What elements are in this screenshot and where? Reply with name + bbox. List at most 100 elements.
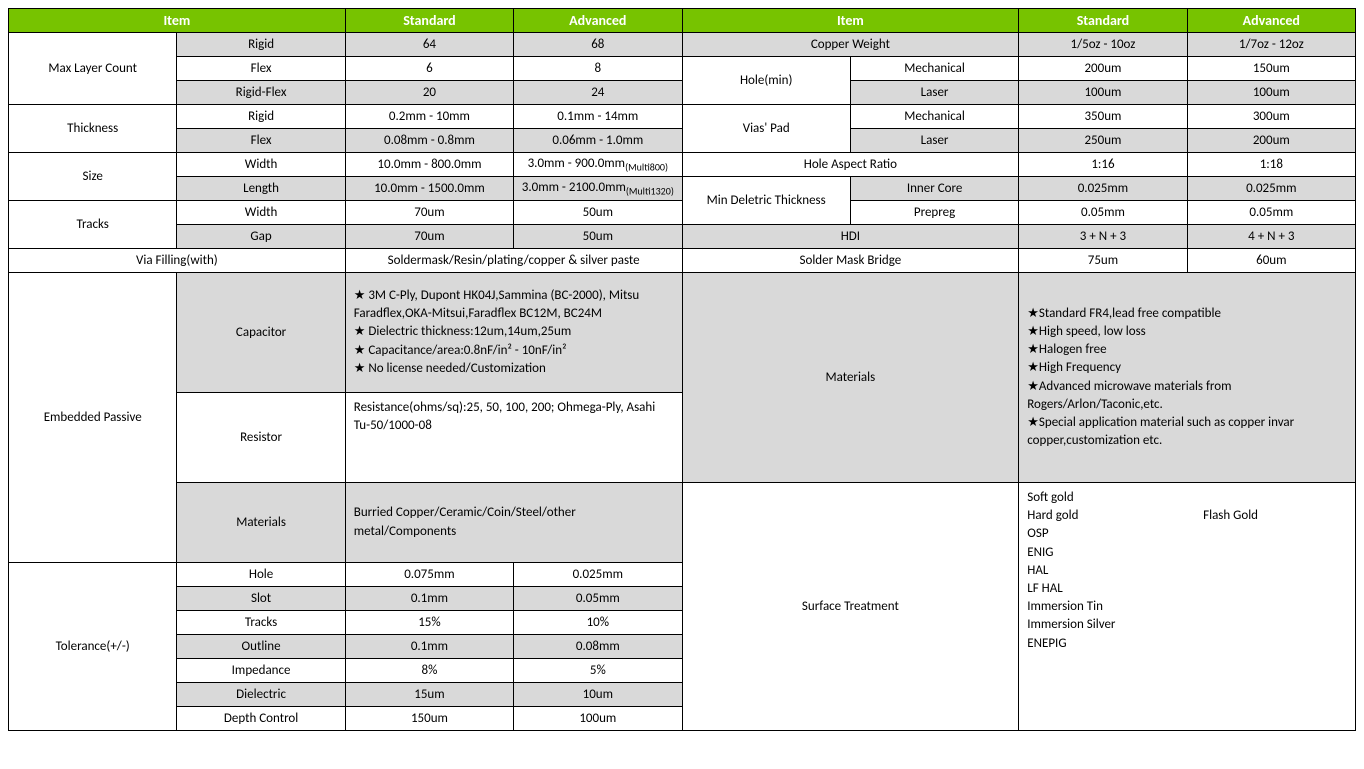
cell: Gap [177,225,345,249]
cell: Slot [177,587,345,611]
cell: Laser [850,129,1018,153]
hole-aspect-ratio-label: Hole Aspect Ratio [682,153,1019,177]
via-filling-label: Via Filling(with) [9,249,346,273]
cell: 0.025mm [1187,177,1355,201]
hdr-adv-left: Advanced [514,9,682,33]
cell: 1:16 [1019,153,1187,177]
cell: 10um [514,683,682,707]
cell: 0.2mm - 10mm [345,105,513,129]
table-row: Materials Burried Copper/Ceramic/Coin/St… [9,483,1356,563]
size-label: Size [9,153,177,201]
thickness-label: Thickness [9,105,177,153]
table-row: Flex 6 8 Hole(min) Mechanical 200um 150u… [9,57,1356,81]
cell: 1:18 [1187,153,1355,177]
table-row: Embedded Passive Capacitor ★ 3M C-Ply, D… [9,273,1356,393]
cell: Flex [177,57,345,81]
cell: Mechanical [850,57,1018,81]
cell: 0.1mm [345,587,513,611]
cell: Rigid-Flex [177,81,345,105]
cell: 8% [345,659,513,683]
hole-min-label: Hole(min) [682,57,850,105]
hdi-label: HDI [682,225,1019,249]
cell: Outline [177,635,345,659]
cell: 50um [514,225,682,249]
cell: 0.075mm [345,563,513,587]
cell: 10% [514,611,682,635]
materials-right-value: ★Standard FR4,lead free compatible★High … [1019,273,1356,483]
cell: Tracks [177,611,345,635]
table-row: Length 10.0mm - 1500.0mm 3.0mm - 2100.0m… [9,177,1356,201]
cell: Rigid [177,33,345,57]
cell: 15um [345,683,513,707]
embedded-passive-label: Embedded Passive [9,273,177,563]
cell: 100um [1187,81,1355,105]
cell: 8 [514,57,682,81]
cell: 70um [345,225,513,249]
resistor-sub: Resistor [177,393,345,483]
hdr-adv-right: Advanced [1187,9,1355,33]
cell: 250um [1019,129,1187,153]
cell: 20 [345,81,513,105]
min-deletric-label: Min Deletric Thickness [682,177,850,225]
cell: 0.08mm - 0.8mm [345,129,513,153]
cell: 100um [514,707,682,731]
cell: Hole [177,563,345,587]
cell: Rigid [177,105,345,129]
cell: 3 + N + 3 [1019,225,1187,249]
ep-materials-value: Burried Copper/Ceramic/Coin/Steel/other … [345,483,682,563]
table-row: Via Filling(with) Soldermask/Resin/plati… [9,249,1356,273]
cell: 70um [345,201,513,225]
cell: 1/7oz - 12oz [1187,33,1355,57]
cell: 10.0mm - 1500.0mm [345,177,513,201]
cell: Flex [177,129,345,153]
cell: 75um [1019,249,1187,273]
cell: 5% [514,659,682,683]
cell: 15% [345,611,513,635]
hdr-item-right: Item [682,9,1019,33]
cell: 0.06mm - 1.0mm [514,129,682,153]
copper-weight-label: Copper Weight [682,33,1019,57]
cell: Impedance [177,659,345,683]
vias-pad-label: Vias' Pad [682,105,850,153]
max-layer-count-label: Max Layer Count [9,33,177,105]
cell: 50um [514,201,682,225]
cell: Laser [850,81,1018,105]
cell: 0.05mm [514,587,682,611]
cell: 150um [1187,57,1355,81]
cell: Inner Core [850,177,1018,201]
cell: Depth Control [177,707,345,731]
cell: 6 [345,57,513,81]
cell: 0.08mm [514,635,682,659]
cell: 0.025mm [1019,177,1187,201]
cell: 64 [345,33,513,57]
materials-right-label: Materials [682,273,1019,483]
cell: Mechanical [850,105,1018,129]
cell-size-adv-0: 3.0mm - 900.0mm(Multi800) [514,153,682,177]
cell: 0.05mm [1019,201,1187,225]
hdr-std-right: Standard [1019,9,1187,33]
cell: 200um [1187,129,1355,153]
hdr-std-left: Standard [345,9,513,33]
cell: 24 [514,81,682,105]
capacitor-sub: Capacitor [177,273,345,393]
resistor-value: Resistance(ohms/sq):25, 50, 100, 200; Oh… [345,393,682,483]
cell: 68 [514,33,682,57]
table-row: Size Width 10.0mm - 800.0mm 3.0mm - 900.… [9,153,1356,177]
cell: 150um [345,707,513,731]
cell: 0.05mm [1187,201,1355,225]
spec-table: Item Standard Advanced Item Standard Adv… [8,8,1356,731]
via-filling-value: Soldermask/Resin/plating/copper & silver… [345,249,682,273]
ep-materials-sub: Materials [177,483,345,563]
cell: Width [177,153,345,177]
surface-treatment-value: Soft goldHard goldOSPENIGHALLF HALImmers… [1019,483,1356,731]
cell: 0.1mm [345,635,513,659]
header-row: Item Standard Advanced Item Standard Adv… [9,9,1356,33]
cell: 0.025mm [514,563,682,587]
table-row: Max Layer Count Rigid 64 68 Copper Weigh… [9,33,1356,57]
cell: 300um [1187,105,1355,129]
table-row: Thickness Rigid 0.2mm - 10mm 0.1mm - 14m… [9,105,1356,129]
cell: Prepreg [850,201,1018,225]
hdr-item-left: Item [9,9,346,33]
cell: Dielectric [177,683,345,707]
cell: 200um [1019,57,1187,81]
